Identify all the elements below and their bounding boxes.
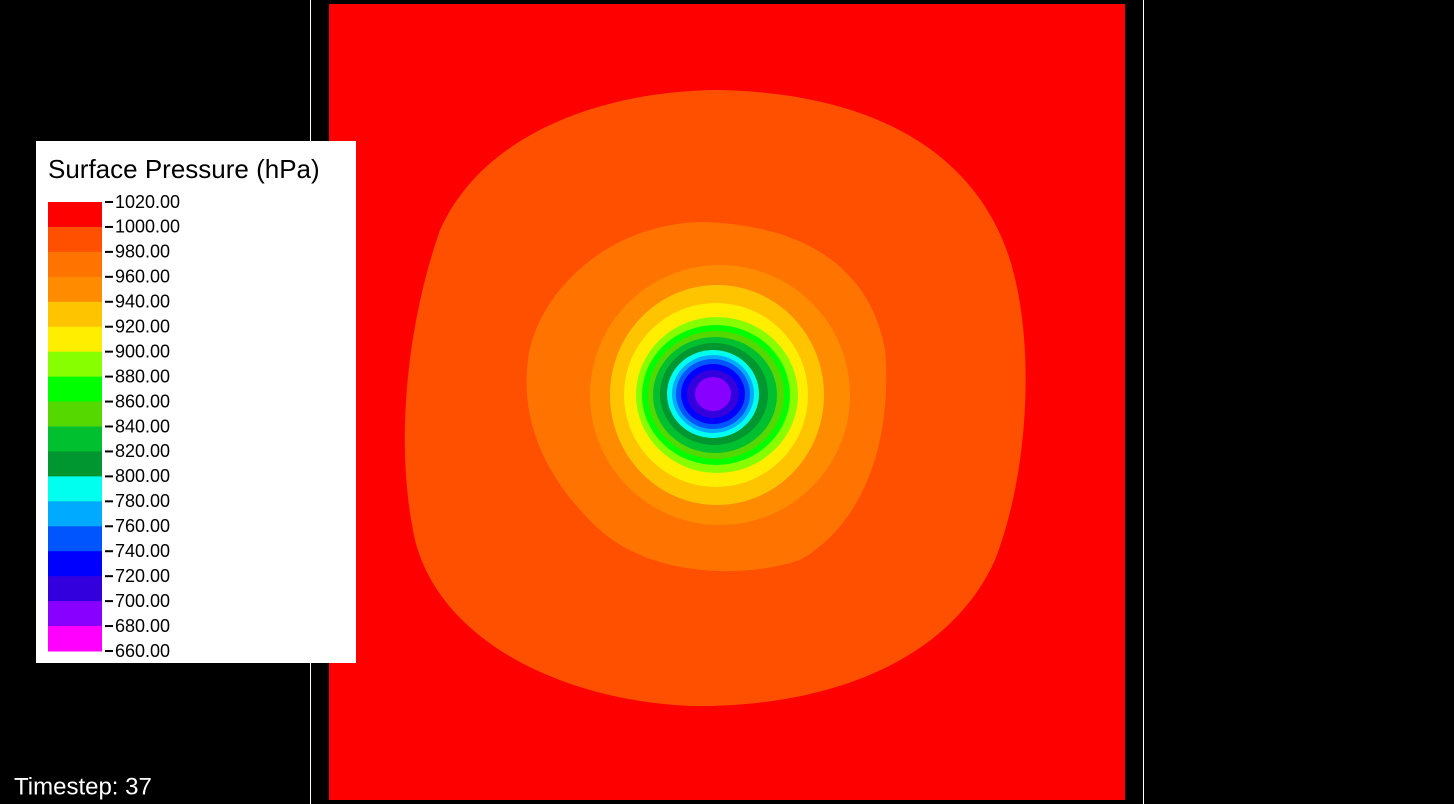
- timestep-label: Timestep: 37: [14, 773, 152, 800]
- legend-tick-label: 820.00: [115, 441, 170, 461]
- legend-swatch: [48, 202, 102, 228]
- legend-swatch: [48, 301, 102, 328]
- legend-tick-label: 680.00: [115, 616, 170, 636]
- legend-tick-label: 1020.00: [115, 192, 180, 212]
- legend-swatch: [48, 401, 102, 427]
- contour-band: [695, 377, 731, 411]
- legend-swatch: [48, 626, 102, 652]
- legend-swatch: [48, 526, 102, 552]
- legend-tick-label: 740.00: [115, 541, 170, 561]
- legend-tick-label: 660.00: [115, 641, 170, 661]
- legend-tick-label: 960.00: [115, 267, 170, 287]
- legend-tick-label: 860.00: [115, 391, 170, 411]
- legend-tick-label: 720.00: [115, 566, 170, 586]
- legend-swatch: [48, 326, 102, 353]
- legend-swatch: [48, 226, 102, 253]
- legend-swatch: [48, 276, 102, 303]
- legend-swatch: [48, 476, 102, 502]
- legend-tick-label: 1000.00: [115, 217, 180, 237]
- legend-tick-label: 760.00: [115, 516, 170, 536]
- pressure-field: [329, 4, 1125, 800]
- legend-tick-label: 800.00: [115, 466, 170, 486]
- legend-swatch: [48, 601, 102, 627]
- legend-swatch: [48, 426, 102, 452]
- legend-tick-label: 840.00: [115, 416, 170, 436]
- legend-title: Surface Pressure (hPa): [48, 154, 320, 184]
- legend-swatch: [48, 351, 102, 378]
- color-legend: Surface Pressure (hPa) 1020.00 1000.00 980…: [36, 141, 356, 663]
- legend-swatch: [48, 376, 102, 403]
- legend-tick-label: 900.00: [115, 341, 170, 361]
- legend-swatch: [48, 251, 102, 278]
- legend-tick-label: 980.00: [115, 242, 170, 262]
- legend-swatch: [48, 501, 102, 527]
- legend-tick-label: 700.00: [115, 591, 170, 611]
- legend-tick-label: 920.00: [115, 316, 170, 336]
- legend-tick-label: 780.00: [115, 491, 170, 511]
- legend-tick-label: 880.00: [115, 366, 170, 386]
- legend-tick-label: 940.00: [115, 292, 170, 312]
- legend-swatch: [48, 451, 102, 477]
- legend-swatch: [48, 576, 102, 602]
- legend-swatch: [48, 551, 102, 577]
